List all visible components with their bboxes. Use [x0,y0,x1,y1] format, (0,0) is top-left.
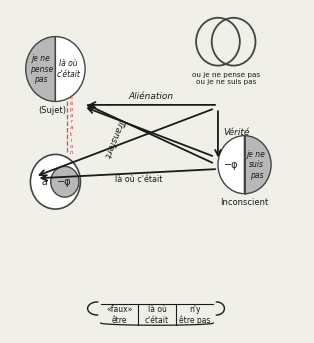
Text: je ne
suis
pas: je ne suis pas [247,150,266,180]
Text: o: o [70,144,73,149]
Text: là où
c'était: là où c'était [57,59,81,79]
Text: Vérité: Vérité [224,128,250,137]
Wedge shape [218,135,245,194]
Text: Aliénation: Aliénation [129,92,174,101]
Text: t: t [70,132,73,137]
Text: s: s [70,95,73,100]
Text: Transfert: Transfert [101,118,125,158]
Wedge shape [26,37,55,102]
Wedge shape [245,135,271,194]
Text: là où
c'était: là où c'était [145,305,169,325]
Text: é: é [70,101,73,106]
Text: n'y
être pas: n'y être pas [179,305,210,325]
Text: Inconscient: Inconscient [220,198,269,207]
Text: a: a [70,113,73,118]
Text: ou je ne pense pas
ou je ne suis pas: ou je ne pense pas ou je ne suis pas [192,72,260,85]
Text: (Sujet): (Sujet) [38,106,66,115]
Text: a: a [70,126,73,130]
Circle shape [51,166,79,197]
Text: «faux»
être: «faux» être [106,305,133,325]
Circle shape [30,154,80,209]
Wedge shape [55,37,85,102]
Text: −φ: −φ [225,160,239,170]
Text: p: p [70,107,73,112]
Text: i: i [71,138,72,143]
Text: −φ: −φ [57,177,72,187]
Text: n: n [70,150,73,155]
Text: a: a [41,177,47,187]
Text: là où c'était: là où c'était [115,175,162,184]
Text: je ne
pense
pas: je ne pense pas [30,54,53,84]
Text: r: r [70,119,73,124]
